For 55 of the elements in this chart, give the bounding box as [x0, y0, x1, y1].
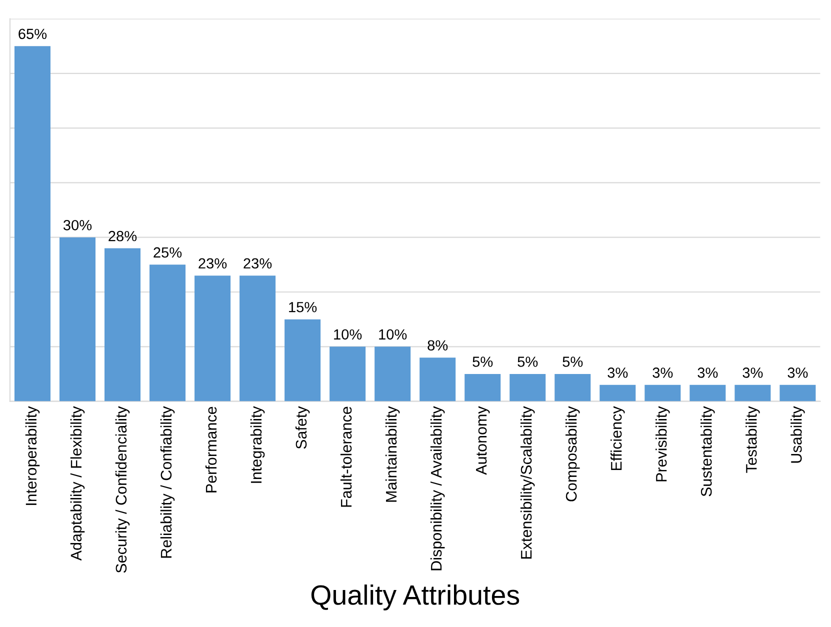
x-tick-label: Maintainability — [385, 406, 400, 502]
bar — [14, 46, 50, 402]
bar — [510, 374, 546, 402]
bar — [374, 346, 411, 402]
x-tick-label: Adaptability / Flexibility — [70, 406, 85, 561]
x-tick-label: Sustentability — [700, 406, 715, 496]
bar — [420, 358, 456, 402]
bar — [59, 237, 96, 402]
data-label: 25% — [154, 247, 182, 258]
bar — [600, 384, 636, 402]
data-label: 3% — [742, 368, 763, 378]
data-label: 10% — [379, 329, 407, 340]
bar — [240, 276, 276, 402]
x-tick-label: Autonomy — [476, 406, 490, 475]
data-label: 3% — [698, 368, 718, 378]
data-label: 65% — [18, 28, 47, 40]
x-tick-label: Extensibility/Scalability — [520, 406, 535, 559]
bar — [734, 384, 771, 402]
bar — [194, 276, 231, 402]
x-tick-label: Security / Confidenciality — [115, 406, 130, 573]
bar — [464, 374, 501, 402]
data-label: 30% — [63, 220, 92, 230]
x-tick-label: Previsibility — [656, 406, 670, 482]
x-tick-label: Reliability / Confiability — [160, 406, 175, 558]
x-tick-label: Composability — [566, 406, 580, 502]
data-label: 23% — [198, 258, 227, 269]
x-tick-label: Safety — [295, 406, 310, 449]
x-tick-label: Interoperability — [25, 406, 40, 505]
x-tick-label: Efficiency — [610, 406, 625, 470]
data-label: 28% — [108, 230, 137, 242]
data-label: 15% — [289, 302, 317, 312]
x-tick-label: Disponibility / Availability — [430, 406, 445, 570]
bar — [330, 346, 366, 402]
data-label: 8% — [428, 340, 448, 351]
bar — [150, 264, 186, 402]
x-tick-label: Fault-tolerance — [340, 406, 352, 507]
data-label: 5% — [472, 356, 493, 367]
x-tick-label: Performance — [205, 406, 217, 492]
data-label: 3% — [788, 368, 808, 378]
data-label: 5% — [562, 356, 583, 367]
data-label: 3% — [652, 368, 673, 378]
bar — [284, 319, 321, 402]
x-tick-label: Integrability — [250, 406, 265, 483]
data-label: 10% — [334, 329, 362, 340]
bar — [644, 384, 681, 402]
bar — [104, 248, 141, 402]
data-label: 5% — [518, 356, 538, 367]
bar — [780, 384, 816, 402]
data-label: 3% — [608, 368, 628, 378]
x-axis-title: Quality Attributes — [311, 584, 520, 610]
bar — [690, 384, 726, 402]
x-tick-label: Testability — [746, 406, 760, 473]
x-tick-label: Usability — [790, 406, 805, 463]
data-label: 23% — [244, 258, 272, 269]
bar — [554, 374, 591, 402]
